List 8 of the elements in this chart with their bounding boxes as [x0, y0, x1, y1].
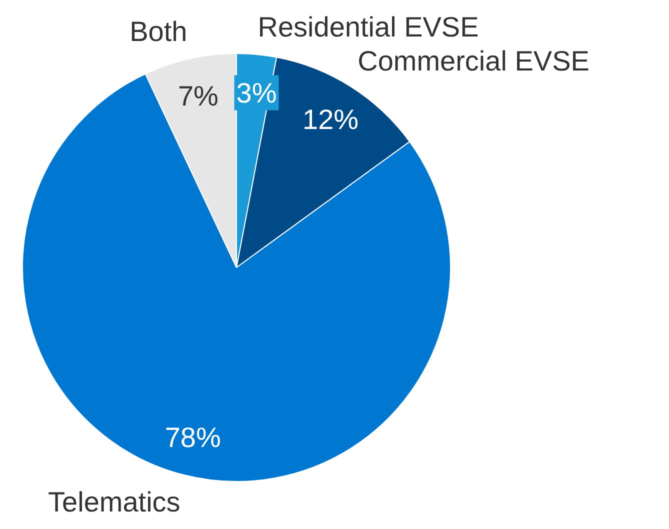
data-label: 3%	[236, 77, 277, 108]
slice-label: Commercial EVSE	[358, 46, 590, 77]
data-label: 78%	[164, 422, 221, 453]
slice-label: Residential EVSE	[258, 12, 479, 43]
slice-label: Telematics	[48, 486, 180, 518]
slice-label: Both	[130, 16, 188, 47]
data-label: 7%	[178, 80, 218, 112]
data-label: 12%	[302, 104, 359, 135]
